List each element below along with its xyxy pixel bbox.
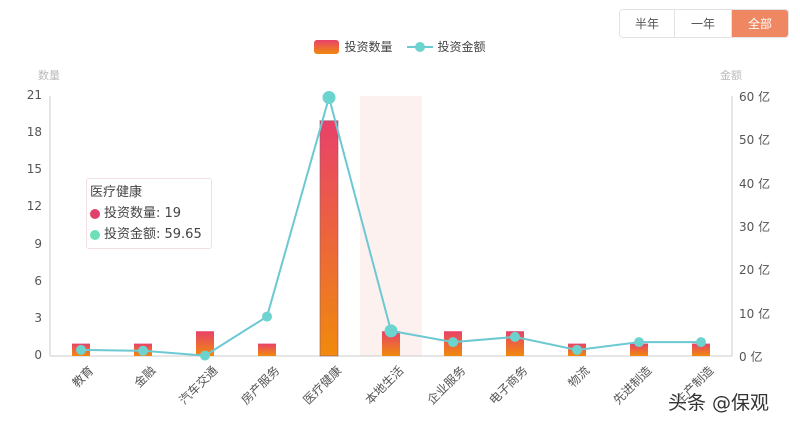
line-point-marker-icon[interactable] <box>696 337 706 348</box>
tooltip-row-amount: 投资金额: 59.65 <box>90 224 208 245</box>
line-point-marker-icon[interactable] <box>634 337 644 348</box>
bar-房产服务[interactable] <box>258 343 276 356</box>
bar-生产制造[interactable] <box>692 343 710 356</box>
range-one-year-button[interactable]: 一年 <box>675 10 732 37</box>
left-tick-label: 6 <box>34 273 42 288</box>
line-point-marker-icon[interactable] <box>76 344 86 355</box>
bar-hover-outline <box>319 120 339 357</box>
right-tick-label: 10 亿 <box>739 306 771 321</box>
legend-item-investment-amount[interactable]: 投资金额 <box>406 38 486 55</box>
bar-swatch-icon <box>314 39 340 54</box>
hover-highlight-band <box>360 96 422 356</box>
line-point-marker-icon[interactable] <box>138 345 148 356</box>
left-axis-name: 数量 <box>38 69 60 82</box>
line-point-marker-icon[interactable] <box>510 331 520 342</box>
legend-item-investment-count[interactable]: 投资数量 <box>314 38 393 55</box>
bar-汽车交通[interactable] <box>196 331 214 356</box>
right-tick-label: 60 亿 <box>739 90 771 104</box>
line-point-marker-icon[interactable] <box>262 311 272 322</box>
line-point-marker-icon[interactable] <box>384 324 398 338</box>
tooltip-row-count: 投资数量: 19 <box>90 203 208 224</box>
watermark: 头条 @保观 <box>668 392 770 414</box>
tooltip-title: 医疗健康 <box>90 185 143 200</box>
range-half-year-button[interactable]: 半年 <box>620 10 675 37</box>
left-tick-label: 9 <box>34 236 42 251</box>
range-all-button[interactable]: 全部 <box>732 10 788 37</box>
time-range-selector: 半年 一年 全部 <box>619 9 789 38</box>
left-tick-label: 15 <box>26 162 42 177</box>
bar-本地生活[interactable] <box>382 331 400 356</box>
bar-先进制造[interactable] <box>630 343 648 356</box>
right-tick-label: 30 亿 <box>739 220 771 234</box>
left-tick-label: 0 <box>34 348 42 362</box>
right-tick-label: 20 亿 <box>739 263 771 278</box>
left-tick-label: 18 <box>26 125 42 140</box>
chart-tooltip: 医疗健康 投资数量: 19 投资金额: 59.65 <box>86 178 212 249</box>
series-dot-icon <box>90 208 100 219</box>
left-tick-label: 21 <box>26 88 42 102</box>
tooltip-value: 投资数量: 19 <box>104 206 182 221</box>
bar-医疗健康[interactable] <box>320 120 338 356</box>
legend-label: 投资金额 <box>437 40 486 54</box>
right-axis-name: 金额 <box>720 69 742 82</box>
left-tick-label: 3 <box>34 310 42 325</box>
chart-legend: 投资数量 投资金额 <box>0 38 800 55</box>
line-point-marker-icon[interactable] <box>200 350 210 361</box>
right-tick-label: 40 亿 <box>739 176 771 191</box>
left-tick-label: 12 <box>26 199 42 214</box>
legend-label: 投资数量 <box>344 40 393 54</box>
tooltip-value: 投资金额: 59.65 <box>104 227 202 242</box>
line-point-marker-icon[interactable] <box>322 91 336 105</box>
line-point-marker-icon[interactable] <box>572 344 582 355</box>
line-point-marker-icon[interactable] <box>448 337 458 348</box>
right-tick-label: 50 亿 <box>739 133 771 148</box>
right-tick-label: 0 亿 <box>739 350 763 364</box>
line-swatch-icon <box>406 40 433 54</box>
series-dot-icon <box>90 229 100 240</box>
